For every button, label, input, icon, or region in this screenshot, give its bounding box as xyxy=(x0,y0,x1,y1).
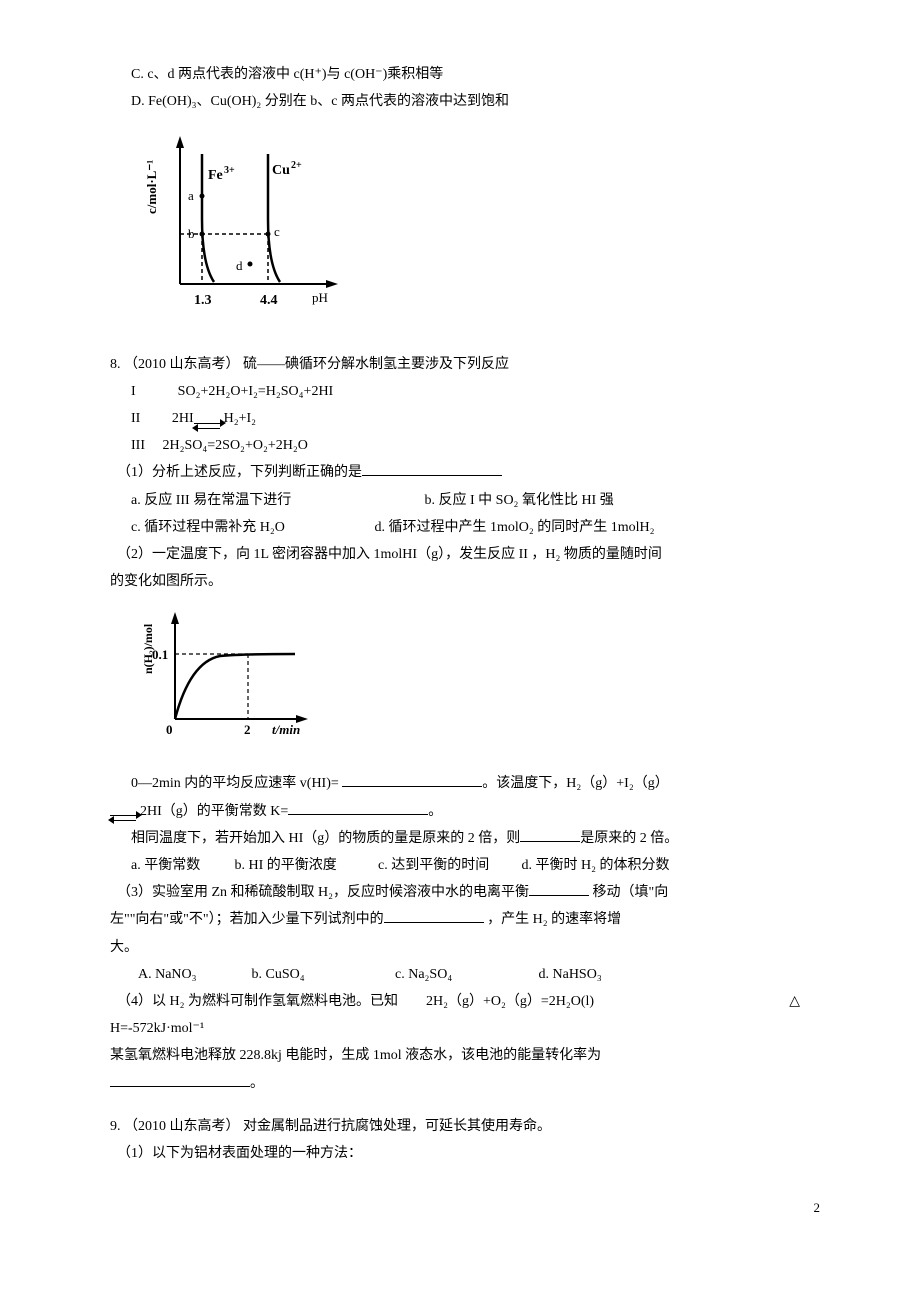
q8-reaction-1: I SO₂+2H₂O+I₂=H₂SO₄+2HI xyxy=(110,379,830,404)
q8-part3-line2: 左""向右"或"不"）；若加入少量下列试剂中的 ，产生 H₂ 的速率将增 xyxy=(110,907,830,932)
q8-part1-ab: a. 反应 III 易在常温下进行 b. 反应 I 中 SO₂ 氧化性比 HI … xyxy=(110,488,830,513)
q8-source: （2010 山东高考） xyxy=(124,357,240,372)
q8-part4-dh: H=-572kJ·mol⁻¹ xyxy=(110,1016,830,1041)
q8-part1: （1）分析上述反应，下列判断正确的是 xyxy=(110,460,830,485)
q9-source: （2010 山东高考） xyxy=(124,1119,240,1134)
svg-text:Cu: Cu xyxy=(272,163,290,178)
svg-text:c/mol·L⁻¹: c/mol·L⁻¹ xyxy=(144,160,159,214)
q8-part2-double: 相同温度下，若开始加入 HI（g）的物质的量是原来的 2 倍，则是原来的 2 倍… xyxy=(110,826,830,851)
svg-text:0.1: 0.1 xyxy=(152,647,168,662)
q7-chart: c/mol·L⁻¹ pH Fe 3+ Cu 2+ a b c d 1.3 4.4 xyxy=(140,124,830,333)
q8-part3-line1: （3）实验室用 Zn 和稀硫酸制取 H₂，反应时候溶液中水的电离平衡 移动（填"… xyxy=(110,880,830,905)
q7-option-c: C. c、d 两点代表的溶液中 c(H⁺)与 c(OH⁻)乘积相等 xyxy=(110,62,830,87)
svg-text:0: 0 xyxy=(166,722,173,737)
q9-stem: 9. （2010 山东高考） 对金属制品进行抗腐蚀处理，可延长其使用寿命。 xyxy=(110,1114,830,1139)
q8-number: 8. xyxy=(110,357,121,372)
q8-stem: 8. （2010 山东高考） 硫——碘循环分解水制氢主要涉及下列反应 xyxy=(110,352,830,377)
q8-part2-k: 2HI（g）的平衡常数 K=。 xyxy=(110,799,830,824)
q8-part2-line2: 的变化如图所示。 xyxy=(110,569,830,594)
q8-part4-q: 某氢氧燃料电池释放 228.8kj 电能时，生成 1mol 液态水，该电池的能量… xyxy=(110,1043,830,1068)
q8-part2-chart: n(H₂)/mol 0.1 0 2 t/min xyxy=(140,604,830,753)
q8-part2-opts: a. 平衡常数 b. HI 的平衡浓度 c. 达到平衡的时间 d. 平衡时 H₂… xyxy=(110,853,830,878)
svg-text:d: d xyxy=(236,258,243,273)
svg-text:t/min: t/min xyxy=(272,722,300,737)
svg-text:2: 2 xyxy=(244,722,251,737)
q8-part1-cd: c. 循环过程中需补充 H₂O d. 循环过程中产生 1molO₂ 的同时产生 … xyxy=(110,515,830,540)
fill-blank[interactable] xyxy=(110,1072,250,1087)
q8-text: 硫——碘循环分解水制氢主要涉及下列反应 xyxy=(243,357,509,372)
svg-text:3+: 3+ xyxy=(224,165,235,176)
fill-blank[interactable] xyxy=(529,881,589,896)
q8-part2-line1: （2）一定温度下，向 1L 密闭容器中加入 1molHI（g），发生反应 II … xyxy=(110,542,830,567)
svg-text:a: a xyxy=(188,188,194,203)
q7-option-d: D. Fe(OH)₃、Cu(OH)₂ 分别在 b、c 两点代表的溶液中达到饱和 xyxy=(110,89,830,114)
fill-blank[interactable] xyxy=(288,800,428,815)
q8-reaction-3: III 2H₂SO₄=2SO₂+O₂+2H₂O xyxy=(110,433,830,458)
option-text: D. Fe(OH)₃、Cu(OH)₂ 分别在 b、c 两点代表的溶液中达到饱和 xyxy=(131,94,509,109)
q8-part4-blank: 。 xyxy=(110,1071,830,1096)
svg-text:pH: pH xyxy=(312,290,328,305)
fill-blank[interactable] xyxy=(520,827,580,842)
q8-part4-line1: （4）以 H₂ 为燃料可制作氢氧燃料电池。已知 2H₂（g）+O₂（g）=2H₂… xyxy=(110,989,830,1014)
option-text: C. c、d 两点代表的溶液中 c(H⁺)与 c(OH⁻)乘积相等 xyxy=(131,67,443,82)
fill-blank[interactable] xyxy=(384,908,484,923)
q9-number: 9. xyxy=(110,1119,121,1134)
q8-part3-line3: 大。 xyxy=(110,935,830,960)
q8-reaction-2: II 2HIH₂+I₂ xyxy=(110,406,830,431)
svg-text:1.3: 1.3 xyxy=(194,293,212,308)
q8-part3-opts: A. NaNO₃ b. CuSO₄ c. Na₂SO₄ d. NaHSO₃ xyxy=(110,962,830,987)
svg-text:4.4: 4.4 xyxy=(260,293,278,308)
svg-text:c: c xyxy=(274,224,280,239)
q9-text: 对金属制品进行抗腐蚀处理，可延长其使用寿命。 xyxy=(243,1119,551,1134)
q9-part1: （1）以下为铝材表面处理的一种方法： xyxy=(110,1141,830,1166)
svg-text:2+: 2+ xyxy=(291,160,302,171)
fill-blank[interactable] xyxy=(362,461,502,476)
page-number: 2 xyxy=(110,1196,830,1219)
svg-text:Fe: Fe xyxy=(208,168,223,183)
q8-part2-rate: 0—2min 内的平均反应速率 v(HI)= 。该温度下，H₂（g）+I₂（g） xyxy=(110,771,830,796)
fill-blank[interactable] xyxy=(342,772,482,787)
